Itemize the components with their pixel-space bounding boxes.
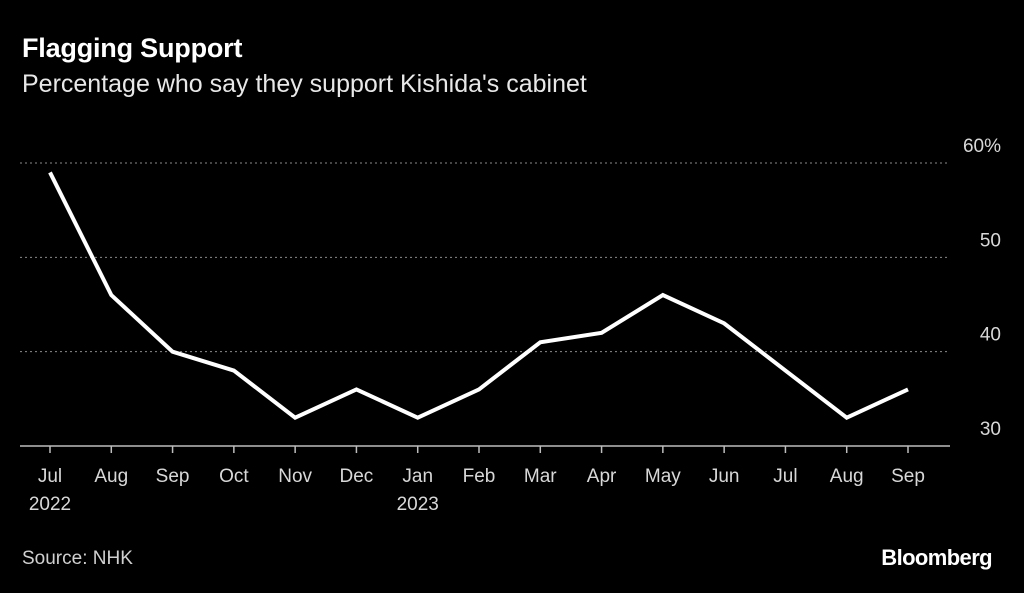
x-tick-label: Oct xyxy=(219,466,249,487)
source-note: Source: NHK xyxy=(22,548,133,569)
chart-subtitle: Percentage who say they support Kishida'… xyxy=(22,70,587,98)
x-tick-label: Jan xyxy=(402,466,433,487)
y-tick-label: 30 xyxy=(980,419,1001,440)
x-tick-label: Sep xyxy=(891,466,925,487)
x-tick-label: Apr xyxy=(587,466,617,487)
chart-title: Flagging Support xyxy=(22,33,243,63)
x-tick-label: Jun xyxy=(709,466,740,487)
x-tick-label: Nov xyxy=(278,466,312,487)
x-tick-label: Dec xyxy=(340,466,374,487)
x-tick-year-label: 2022 xyxy=(29,494,71,515)
y-tick-label: 40 xyxy=(980,325,1001,346)
x-tick-label: Aug xyxy=(94,466,128,487)
x-tick-label: Feb xyxy=(463,466,496,487)
x-tick-label: Jul xyxy=(773,466,797,487)
x-tick-year-label: 2023 xyxy=(397,494,439,515)
series-line-support xyxy=(48,171,909,421)
x-tick-label: May xyxy=(645,466,681,487)
x-tick-label: Aug xyxy=(830,466,864,487)
x-tick-label: Mar xyxy=(524,466,557,487)
x-tick-label: Sep xyxy=(156,466,190,487)
y-tick-label: 50 xyxy=(980,230,1001,251)
y-tick-label: 60% xyxy=(963,136,1001,157)
x-tick-label: Jul xyxy=(38,466,62,487)
bloomberg-logo: Bloomberg xyxy=(881,545,992,570)
